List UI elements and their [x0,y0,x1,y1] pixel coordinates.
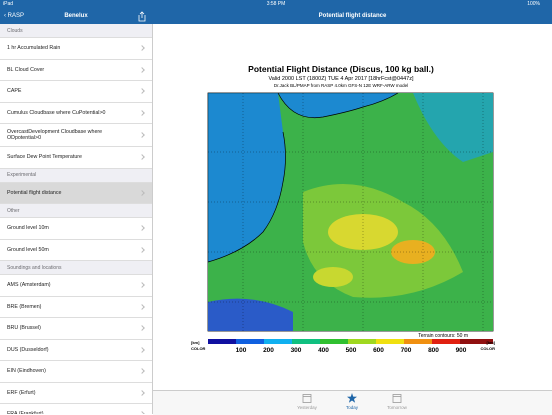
list-row[interactable]: BL Cloud Cover [0,59,152,81]
list-row[interactable]: Ground level 10m [0,218,152,240]
map-subtitle: Valid 2000 LST (1800Z) TUE 4 Apr 2017 [1… [269,76,414,82]
color-bar [208,339,493,344]
list-row[interactable]: AMS (Amsterdam) [0,275,152,297]
list-row[interactable]: Ground level 50m [0,239,152,261]
list-row[interactable]: BRE (Bremen) [0,296,152,318]
sidebar-list: Clouds 1 hr Accumulated Rain BL Cloud Cove… [0,24,152,414]
forecast-map: Potential Flight Distance (Discus, 100 k… [191,64,496,354]
legend-label: 500 [346,347,357,354]
legend-label: 400 [318,347,329,354]
back-button[interactable]: ‹ RASP [4,13,25,19]
legend-label: 700 [401,347,412,354]
unit-left: [km] [191,340,200,345]
map-plot [207,92,494,332]
sidebar-title: Benelux [64,13,88,19]
section-header: Clouds [0,24,152,38]
tab-label[interactable]: Today [345,405,358,410]
status-time: 3:58 PM [266,1,286,7]
terrain-note: Terrain contours: 50 m [418,333,468,339]
legend-label: 800 [428,347,439,354]
section-header: Experimental [0,168,152,183]
tab-label[interactable]: Yesterday [297,405,317,410]
list-row[interactable]: OvercastDevelopment Cloudbase where ODpo… [0,124,152,147]
share-button[interactable] [137,11,147,22]
list-row[interactable]: Cumulus Cloudbase where CuPotential>0 [0,102,152,124]
list-row[interactable]: ERF (Erfurt) [0,382,152,404]
legend-labels: 100 200 300 400 500 600 700 800 900 [236,347,467,354]
list-row[interactable]: EIN (Eindhoven) [0,361,152,383]
legend-label: 600 [373,347,384,354]
map-title: Potential Flight Distance (Discus, 100 k… [248,64,434,74]
list-row[interactable]: 1 hr Accumulated Rain [0,38,152,60]
unit-right: [km] [487,340,496,345]
tab[interactable]: Tomorrow [377,393,417,413]
list-row[interactable]: CAPE [0,81,152,103]
legend-label: 900 [456,347,467,354]
tab[interactable]: Yesterday [287,393,327,413]
legend-label: 300 [291,347,302,354]
status-battery: 100% [527,1,540,7]
unit-note-right: COLOR [481,346,496,351]
list-row[interactable]: Potential flight distance [0,182,152,204]
detail-title: Potential flight distance [318,13,387,19]
back-label[interactable]: RASP [7,13,25,19]
nav-bar [0,0,552,24]
list-row[interactable]: Surface Dew Point Temperature [0,147,152,169]
tab-bar [153,390,552,415]
list-row[interactable]: FRA (Frankfurt) [0,404,152,414]
list-row[interactable]: DUS (Dusseldorf) [0,339,152,361]
legend-label: 200 [263,347,274,354]
tab-label[interactable]: Tomorrow [387,405,407,410]
list-row[interactable]: BRU (Brussel) [0,318,152,340]
unit-note-left: COLOR [191,346,206,351]
status-device: iPad [3,1,14,7]
tab[interactable]: Today [332,393,372,413]
legend-label: 100 [236,347,247,354]
divider [152,24,153,414]
section-header: Soundings and locations [0,261,152,275]
map-credit: Dr.Jack BL/PMAP from RASP 4.0km GFS-N 12… [274,83,408,88]
section-header: Other [0,204,152,218]
